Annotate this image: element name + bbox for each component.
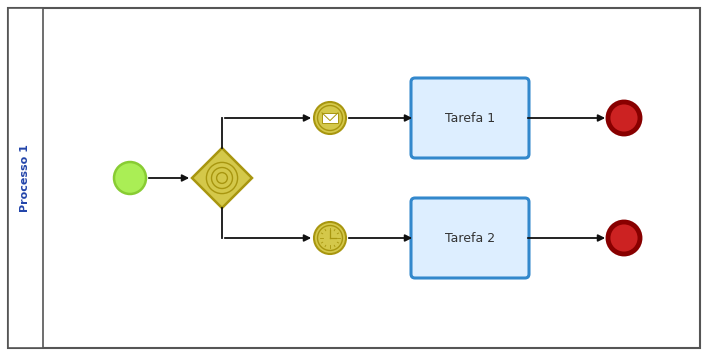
Circle shape bbox=[314, 222, 346, 254]
Circle shape bbox=[314, 102, 346, 134]
Circle shape bbox=[608, 102, 640, 134]
Text: Tarefa 2: Tarefa 2 bbox=[445, 231, 495, 245]
Circle shape bbox=[608, 222, 640, 254]
Bar bbox=[322, 113, 338, 123]
FancyBboxPatch shape bbox=[411, 198, 529, 278]
Polygon shape bbox=[192, 148, 252, 208]
Text: Tarefa 1: Tarefa 1 bbox=[445, 111, 495, 125]
Bar bbox=[8, 8, 43, 348]
FancyBboxPatch shape bbox=[411, 78, 529, 158]
Text: Processo 1: Processo 1 bbox=[21, 144, 30, 212]
Circle shape bbox=[114, 162, 146, 194]
